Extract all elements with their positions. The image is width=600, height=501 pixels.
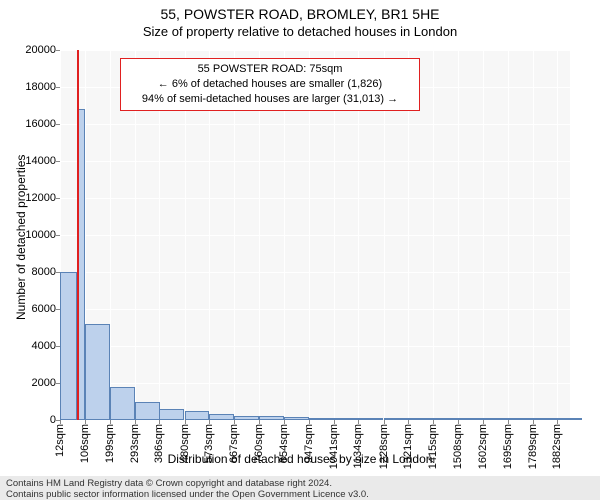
gridline-h (60, 50, 570, 51)
gridline-h (60, 124, 570, 125)
histogram-bar (508, 418, 533, 420)
histogram-bar (135, 402, 160, 421)
gridline-h (60, 346, 570, 347)
y-tick-label: 18000 (16, 81, 56, 93)
gridline-v (508, 50, 509, 420)
gridline-v (458, 50, 459, 420)
footer-line-1: Contains HM Land Registry data © Crown c… (6, 478, 594, 489)
y-tick-label: 12000 (16, 192, 56, 204)
y-tick-label: 4000 (16, 340, 56, 352)
gridline-v (483, 50, 484, 420)
histogram-bar (85, 324, 110, 420)
plot-area: 55 POWSTER ROAD: 75sqm ← 6% of detached … (60, 50, 570, 420)
annotation-line-3: 94% of semi-detached houses are larger (… (127, 92, 413, 107)
histogram-bar (483, 418, 508, 420)
marker-vertical-line (77, 50, 79, 420)
histogram-bar (384, 418, 409, 420)
gridline-v (110, 50, 111, 420)
gridline-h (60, 383, 570, 384)
histogram-bar (358, 418, 383, 420)
y-tick-label: 16000 (16, 118, 56, 130)
gridline-h (60, 309, 570, 310)
histogram-bar (185, 411, 210, 420)
histogram-bar-stub (60, 272, 77, 420)
histogram-bar (458, 418, 483, 420)
gridline-h (60, 272, 570, 273)
gridline-v (433, 50, 434, 420)
histogram-bar (433, 418, 458, 420)
y-tick-label: 10000 (16, 229, 56, 241)
gridline-h (60, 198, 570, 199)
annotation-line-2: ← 6% of detached houses are smaller (1,8… (127, 77, 413, 92)
histogram-bar (334, 418, 359, 420)
histogram-bar (557, 418, 582, 420)
annotation-line-1: 55 POWSTER ROAD: 75sqm (127, 62, 413, 77)
gridline-h (60, 420, 570, 421)
gridline-h (60, 161, 570, 162)
histogram-bar (259, 416, 284, 420)
histogram-bar (309, 418, 334, 420)
y-tick-label: 20000 (16, 44, 56, 56)
chart-title-primary: 55, POWSTER ROAD, BROMLEY, BR1 5HE (0, 0, 600, 22)
gridline-v (557, 50, 558, 420)
y-tick-label: 2000 (16, 377, 56, 389)
footer-line-2: Contains public sector information licen… (6, 489, 594, 500)
histogram-bar (209, 414, 234, 420)
gridline-v (533, 50, 534, 420)
histogram-bar (234, 416, 259, 420)
histogram-bar (159, 409, 184, 420)
histogram-bar (284, 417, 309, 420)
y-tick-label: 6000 (16, 303, 56, 315)
gridline-h (60, 235, 570, 236)
histogram-bar (408, 418, 433, 420)
chart-container: { "titles": { "line1": "55, POWSTER ROAD… (0, 0, 600, 500)
annotation-box: 55 POWSTER ROAD: 75sqm ← 6% of detached … (120, 58, 420, 111)
histogram-bar (533, 418, 558, 420)
attribution-footer: Contains HM Land Registry data © Crown c… (0, 476, 600, 500)
chart-title-secondary: Size of property relative to detached ho… (0, 22, 600, 39)
x-axis-label: Distribution of detached houses by size … (0, 452, 600, 466)
y-tick-label: 8000 (16, 266, 56, 278)
y-tick-label: 0 (16, 414, 56, 426)
histogram-bar (110, 387, 135, 420)
y-tick-label: 14000 (16, 155, 56, 167)
